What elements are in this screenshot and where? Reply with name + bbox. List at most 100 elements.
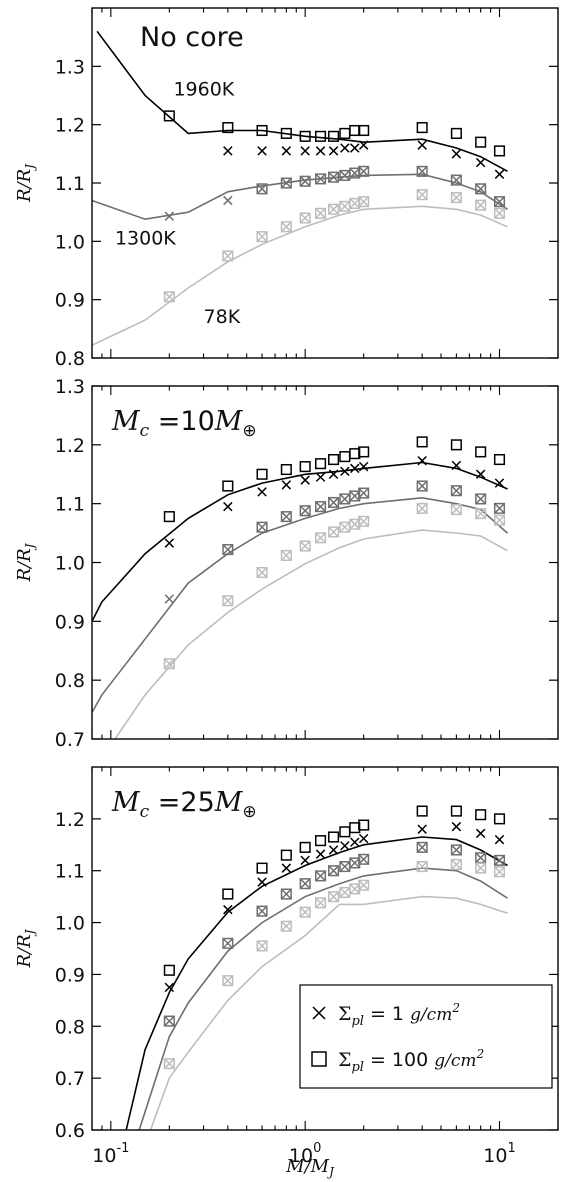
marker-x-1960K (300, 146, 310, 156)
series-line-1960K (125, 836, 508, 1130)
marker-square-78K (450, 504, 462, 516)
marker-x-1300K (475, 853, 486, 863)
marker-square-78K (299, 212, 311, 224)
legend-unit-exp: 2 (476, 1047, 485, 1061)
marker-x-78K (281, 550, 292, 561)
marker-square-1300K (358, 165, 370, 177)
marker-square-1300K (328, 496, 340, 509)
series-line-1960K (92, 461, 508, 622)
marker-square-1960K (222, 122, 234, 134)
marker-x-78K (300, 541, 310, 551)
label-part: /R (14, 934, 35, 956)
marker-square-78K (315, 207, 327, 219)
marker-square-1960K (163, 964, 175, 976)
marker-square-78K (256, 940, 268, 952)
marker-square-78K (163, 291, 175, 303)
marker-square-1960K (493, 813, 506, 825)
temperature-label: 1960K (173, 79, 234, 101)
marker-x-1300K (417, 842, 427, 853)
marker-x-1300K (475, 184, 486, 194)
marker-x-1300K (257, 906, 267, 916)
marker-x-1960K (451, 460, 462, 471)
marker-x-78K (358, 516, 369, 527)
legend-unit: g/cm (434, 1051, 476, 1071)
title-unit-sub: ⊕ (242, 421, 256, 441)
series-line-1300K (92, 496, 509, 713)
x-tick-base: 10 (92, 1145, 116, 1167)
series-78K (149, 858, 508, 1130)
marker-x-1300K (417, 166, 427, 177)
marker-x-1960K (358, 833, 369, 844)
legend-sub: pl (351, 1060, 363, 1075)
marker-x-1300K (350, 168, 360, 178)
marker-x-1300K (315, 501, 326, 512)
marker-square-1960K (280, 463, 292, 476)
marker-square-1960K (299, 841, 311, 853)
marker-x-78K (315, 208, 326, 219)
marker-x-1300K (417, 481, 427, 491)
marker-square-1300K (416, 480, 428, 492)
marker-x-1300K (300, 505, 310, 516)
marker-square-1960K (222, 888, 234, 900)
marker-x-78K (340, 201, 350, 212)
panel-title: Mc =10M⊕ (111, 406, 257, 441)
marker-x-78K (417, 189, 427, 200)
series-78K (114, 502, 508, 739)
marker-x-1300K (350, 491, 360, 501)
y-tick-label: 0.9 (55, 290, 85, 312)
marker-square-1300K (299, 505, 311, 517)
marker-x-1300K (164, 1016, 175, 1026)
legend-entry: Σpl = 1 g/cm2 (338, 1001, 460, 1029)
marker-square-78K (280, 920, 292, 932)
marker-x-1960K (300, 855, 310, 866)
y-tick-label: 1.3 (55, 376, 85, 398)
marker-square-1300K (280, 888, 292, 900)
marker-x-1960K (494, 834, 505, 845)
marker-square-78K (222, 975, 234, 987)
marker-x-78K (257, 941, 267, 951)
marker-square-1300K (256, 905, 268, 917)
marker-square-1960K (493, 145, 506, 157)
title-var: M (111, 787, 141, 818)
marker-x-1960K (340, 841, 350, 851)
marker-x-1960K (451, 149, 462, 159)
x-tick-base: 10 (483, 1145, 507, 1167)
x-tick-exp: 0 (313, 1141, 321, 1156)
marker-square-1300K (299, 175, 311, 187)
y-tick-label: 1.0 (55, 553, 85, 575)
marker-square-1960K (450, 439, 462, 451)
title-value: 25 (180, 787, 214, 818)
marker-x-1300K (300, 176, 310, 186)
axes-frame (91, 766, 559, 1131)
marker-x-1960K (164, 538, 175, 548)
marker-x-1960K (417, 824, 427, 834)
marker-x-1960K (417, 455, 427, 466)
marker-square-78K (450, 858, 462, 871)
marker-x-1300K (451, 485, 462, 496)
legend-marker-square (311, 1051, 327, 1067)
y-axis-label: R/RJ (14, 542, 37, 582)
legend-sigma: Σ (338, 1049, 351, 1071)
panel-title: Mc =25M⊕ (111, 787, 257, 822)
marker-x-1300K (257, 522, 267, 532)
marker-x-78K (350, 884, 360, 894)
marker-x-1960K (358, 461, 369, 472)
marker-square-78K (222, 595, 234, 607)
marker-x-78K (315, 898, 326, 908)
y-tick-label: 0.7 (55, 1068, 85, 1090)
marker-square-1960K (280, 849, 292, 861)
marker-square-1300K (163, 1015, 175, 1027)
marker-square-1300K (450, 844, 462, 856)
marker-square-1300K (493, 502, 506, 514)
marker-x-1300K (358, 854, 369, 865)
marker-square-1960K (450, 805, 462, 817)
marker-x-78K (164, 292, 175, 302)
title-value: 10 (180, 406, 214, 437)
x-tick-label: 10-1 (92, 1141, 129, 1167)
marker-square-1300K (256, 183, 268, 195)
marker-x-1960K (328, 146, 339, 156)
y-tick-label: 0.8 (55, 348, 85, 370)
marker-square-1300K (222, 544, 234, 556)
plot-area (92, 436, 509, 739)
marker-x-1300K (164, 211, 175, 221)
